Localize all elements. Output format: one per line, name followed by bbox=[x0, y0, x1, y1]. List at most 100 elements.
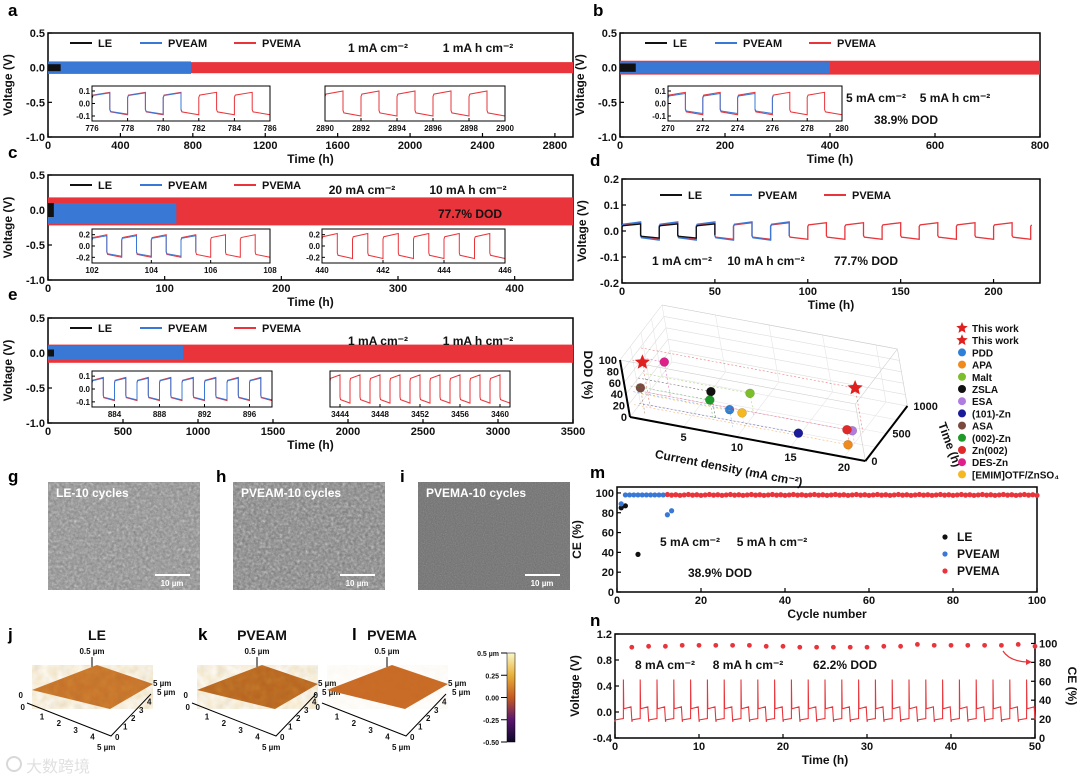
afm-x-tick-label: 1 bbox=[205, 713, 210, 722]
data-point-pvema bbox=[727, 491, 734, 498]
chart-d-plot bbox=[621, 221, 1033, 241]
series-band-pveam bbox=[48, 203, 177, 224]
legend-marker-star bbox=[956, 334, 968, 346]
y-tick-label: 40 bbox=[602, 547, 614, 559]
data-point-pvema bbox=[807, 492, 813, 498]
data-point-pvema bbox=[778, 492, 784, 498]
y-tick-label: 1.2 bbox=[597, 629, 612, 641]
legend-label: PVEAM bbox=[168, 323, 207, 335]
data-point-pvema bbox=[933, 492, 939, 498]
data-point-pvema bbox=[870, 492, 876, 498]
inset-x-tick-label: 780 bbox=[157, 124, 171, 133]
data-point-pvema bbox=[946, 492, 952, 498]
data-point-pvema bbox=[858, 492, 864, 498]
drop-line bbox=[709, 399, 714, 421]
inset-series-pveam bbox=[91, 377, 273, 401]
inset-y-tick-label: 0.0 bbox=[309, 242, 321, 251]
drop-line bbox=[854, 387, 864, 433]
data-point-pvema bbox=[967, 492, 973, 498]
panel-label-n: n bbox=[590, 611, 600, 630]
afm-x-tick-label: 1 bbox=[40, 713, 45, 722]
chart-e-axes: 0 500 1000 1500 2000 2500 3000 3500 -1.0 -0.5 0.0 0… bbox=[1, 313, 585, 452]
inset-y-tick-label: 0.0 bbox=[79, 242, 91, 251]
legend-label: PVEAM bbox=[168, 38, 207, 50]
y2-tick-label: 60 bbox=[1039, 676, 1051, 688]
sem-texture bbox=[233, 482, 385, 590]
data-point-ce bbox=[931, 642, 937, 648]
box-edge bbox=[855, 348, 898, 405]
data-point-pvema bbox=[744, 492, 750, 498]
inset-y-tick-label: 0.0 bbox=[79, 385, 91, 394]
data-point-pvema bbox=[765, 492, 771, 498]
data-point-pvema bbox=[828, 492, 834, 498]
z-tick-label: 20 bbox=[613, 401, 625, 413]
inset-x-tick-label: 778 bbox=[121, 124, 135, 133]
afm-y-tick-label: 3 bbox=[304, 706, 309, 715]
data-point-ce bbox=[1015, 642, 1021, 647]
grid-line bbox=[768, 324, 780, 383]
inset-x-tick-label: 3448 bbox=[371, 410, 389, 419]
x-tick-label: 400 bbox=[505, 283, 523, 295]
legend-label: This work bbox=[972, 324, 1019, 335]
data-point-ce bbox=[797, 644, 803, 650]
inset-y-tick-label: -0.1 bbox=[652, 112, 666, 121]
panel-label-a: a bbox=[8, 1, 18, 20]
data-point-pvema bbox=[895, 491, 902, 498]
y-tick-label: 0.4 bbox=[597, 681, 613, 693]
x-tick-label: 40 bbox=[945, 741, 957, 753]
data-point-pvema bbox=[984, 492, 990, 498]
inset-x-tick-label: 106 bbox=[204, 266, 218, 275]
legend-marker-sphere bbox=[958, 433, 966, 442]
data-point-ce bbox=[814, 644, 819, 650]
data-point-pvema bbox=[736, 492, 742, 498]
legend-item-le: LE bbox=[70, 180, 112, 192]
condition-annotation: 1 mA h cm⁻² bbox=[443, 41, 514, 55]
y-axis-label: CE (%) bbox=[570, 520, 584, 559]
afm-axes bbox=[26, 693, 152, 737]
y-tick-label: 80 bbox=[602, 508, 614, 520]
plot-frame bbox=[616, 486, 1038, 593]
x-tick-label: 300 bbox=[389, 283, 407, 295]
condition-annotation: 1 mA cm⁻² bbox=[652, 254, 712, 268]
series-band-pveam bbox=[620, 62, 830, 74]
afm-y-tick-label: 4 bbox=[147, 697, 152, 706]
condition-annotation: 1 mA cm⁻² bbox=[348, 334, 408, 348]
chart-e-plot bbox=[48, 344, 573, 363]
data-point-pvema bbox=[811, 491, 818, 498]
y2-tick-label: 0 bbox=[1039, 733, 1045, 745]
x-tick-label: 80 bbox=[947, 595, 959, 607]
y-tick-label: -0.5 bbox=[26, 240, 45, 252]
inset-x-tick-label: 2892 bbox=[352, 124, 370, 133]
legend-label: PVEMA bbox=[262, 323, 301, 335]
afm-z-edge-label: 5 µm bbox=[157, 688, 175, 697]
y-axis-label: Voltage (V) bbox=[575, 200, 589, 262]
grid-line bbox=[661, 375, 897, 421]
inset-plot: 270 272 274 276 278 280 -0.1 0.0 0.1 bbox=[652, 85, 849, 133]
series-band-le bbox=[48, 203, 54, 217]
x-tick-label: 2000 bbox=[336, 426, 360, 438]
data-point-pvema bbox=[1013, 492, 1019, 498]
data-point-ce bbox=[915, 642, 920, 647]
grid-line bbox=[822, 334, 833, 393]
legend-marker-sphere bbox=[958, 458, 966, 467]
data-point-pvema bbox=[769, 491, 776, 498]
legend-label: ASA bbox=[972, 422, 993, 433]
series-band-pveam bbox=[48, 346, 183, 360]
inset-x-tick-label: 108 bbox=[263, 266, 277, 275]
x-axis-label: Time (h) bbox=[808, 298, 854, 312]
afm-x-edge-label: 5 µm bbox=[262, 743, 280, 752]
inset-x-tick-label: 272 bbox=[696, 124, 710, 133]
legend-label: ESA bbox=[972, 397, 993, 408]
y-tick-label: -0.4 bbox=[593, 733, 613, 745]
data-point-sphere bbox=[706, 386, 716, 397]
inset-x-tick-label: 896 bbox=[243, 410, 257, 419]
afm-y-tick-label: 3 bbox=[434, 706, 439, 715]
data-point-ce bbox=[629, 644, 635, 650]
data-point-pvema bbox=[723, 492, 729, 498]
x-tick-label: 0 bbox=[45, 426, 51, 438]
afm-y-edge-label: 5 µm bbox=[318, 679, 336, 688]
afm-y-edge-label: 5 µm bbox=[153, 679, 171, 688]
x-axis-label: Time (h) bbox=[287, 295, 333, 309]
scale-bar-label: 10 µm bbox=[161, 579, 184, 588]
